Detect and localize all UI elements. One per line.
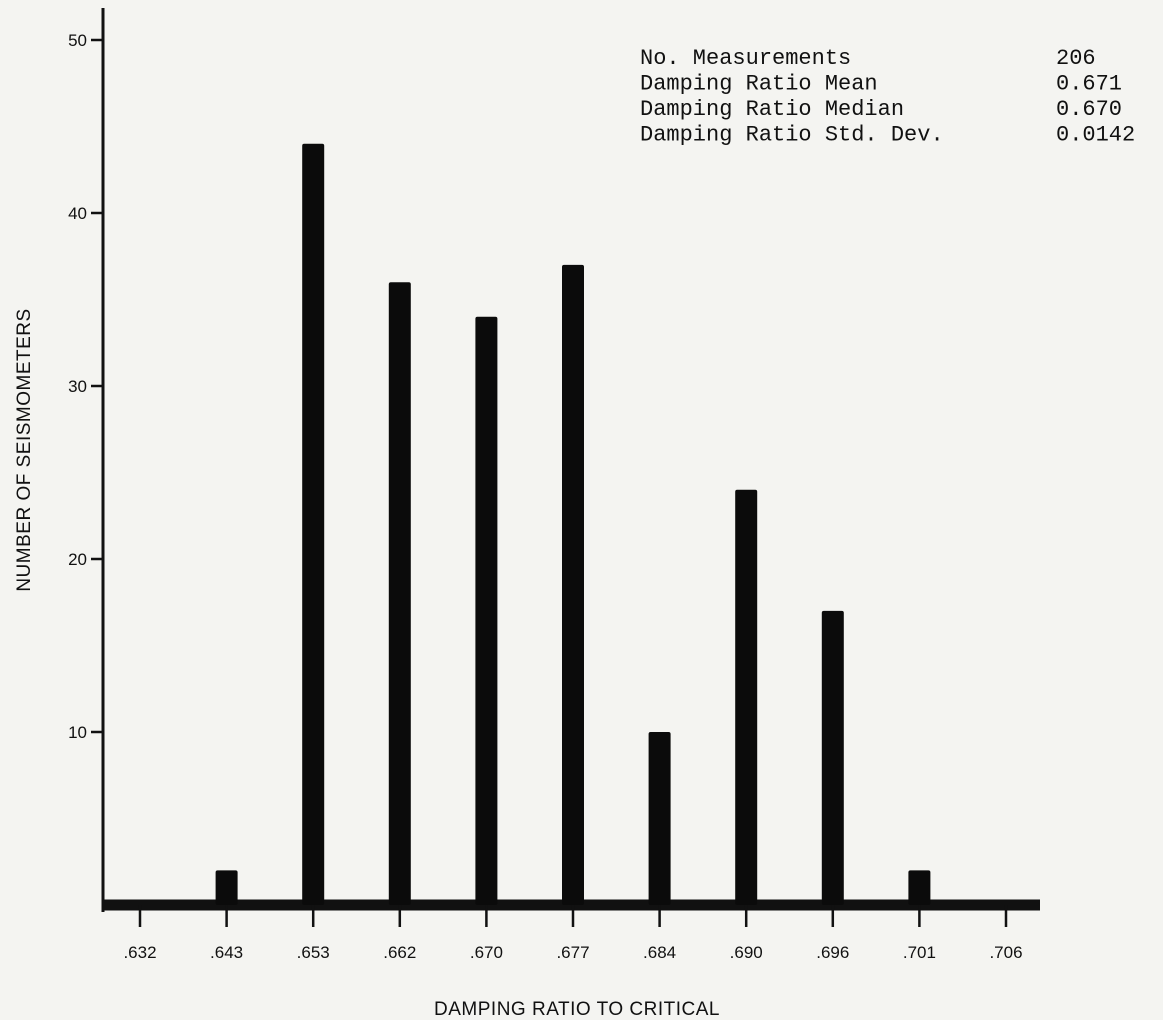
bar	[648, 732, 671, 905]
x-tick-label: .677	[556, 943, 589, 962]
x-tick-label: .684	[643, 943, 676, 962]
x-tick-label: .690	[730, 943, 763, 962]
bar	[821, 610, 844, 905]
stat-label: No. Measurements	[640, 46, 851, 71]
bar	[475, 316, 498, 905]
y-tick-label: 50	[68, 31, 87, 50]
stat-value: 0.670	[1056, 97, 1122, 122]
y-tick-label: 30	[68, 377, 87, 396]
x-tick-label: .696	[816, 943, 849, 962]
stat-value: 0.671	[1056, 72, 1122, 97]
bar	[302, 143, 325, 906]
x-axis-title: DAMPING RATIO TO CRITICAL	[434, 999, 720, 1020]
x-tick-label: .662	[383, 943, 416, 962]
bar	[908, 870, 931, 905]
x-tick-label: .670	[470, 943, 503, 962]
y-axis-ticks: 10 20 30 40 50	[68, 31, 103, 742]
stat-label: Damping Ratio Median	[640, 97, 904, 122]
x-tick-label: .706	[989, 943, 1022, 962]
bar	[735, 489, 758, 905]
bar	[388, 282, 411, 905]
y-tick-label: 40	[68, 204, 87, 223]
stat-label: Damping Ratio Std. Dev.	[640, 123, 944, 148]
y-axis-title: NUMBER OF SEISMOMETERS	[14, 308, 35, 591]
stat-label: Damping Ratio Mean	[640, 72, 878, 97]
stat-value: 0.0142	[1056, 123, 1135, 148]
bars-group	[215, 143, 931, 906]
x-axis-ticks: .632 .643 .653 .662 .670 .677 .684 .690 .696 .701…	[123, 905, 1023, 962]
y-tick-label: 10	[68, 723, 87, 742]
x-tick-label: .643	[210, 943, 243, 962]
x-tick-label: .653	[297, 943, 330, 962]
bar	[215, 870, 238, 905]
bar	[562, 264, 584, 905]
stats-box: No. Measurements 206 Damping Ratio Mean 0.6…	[640, 46, 1135, 148]
x-tick-label: .701	[903, 943, 936, 962]
stat-value: 206	[1056, 46, 1096, 71]
x-tick-label: .632	[123, 943, 156, 962]
y-tick-label: 20	[68, 550, 87, 569]
